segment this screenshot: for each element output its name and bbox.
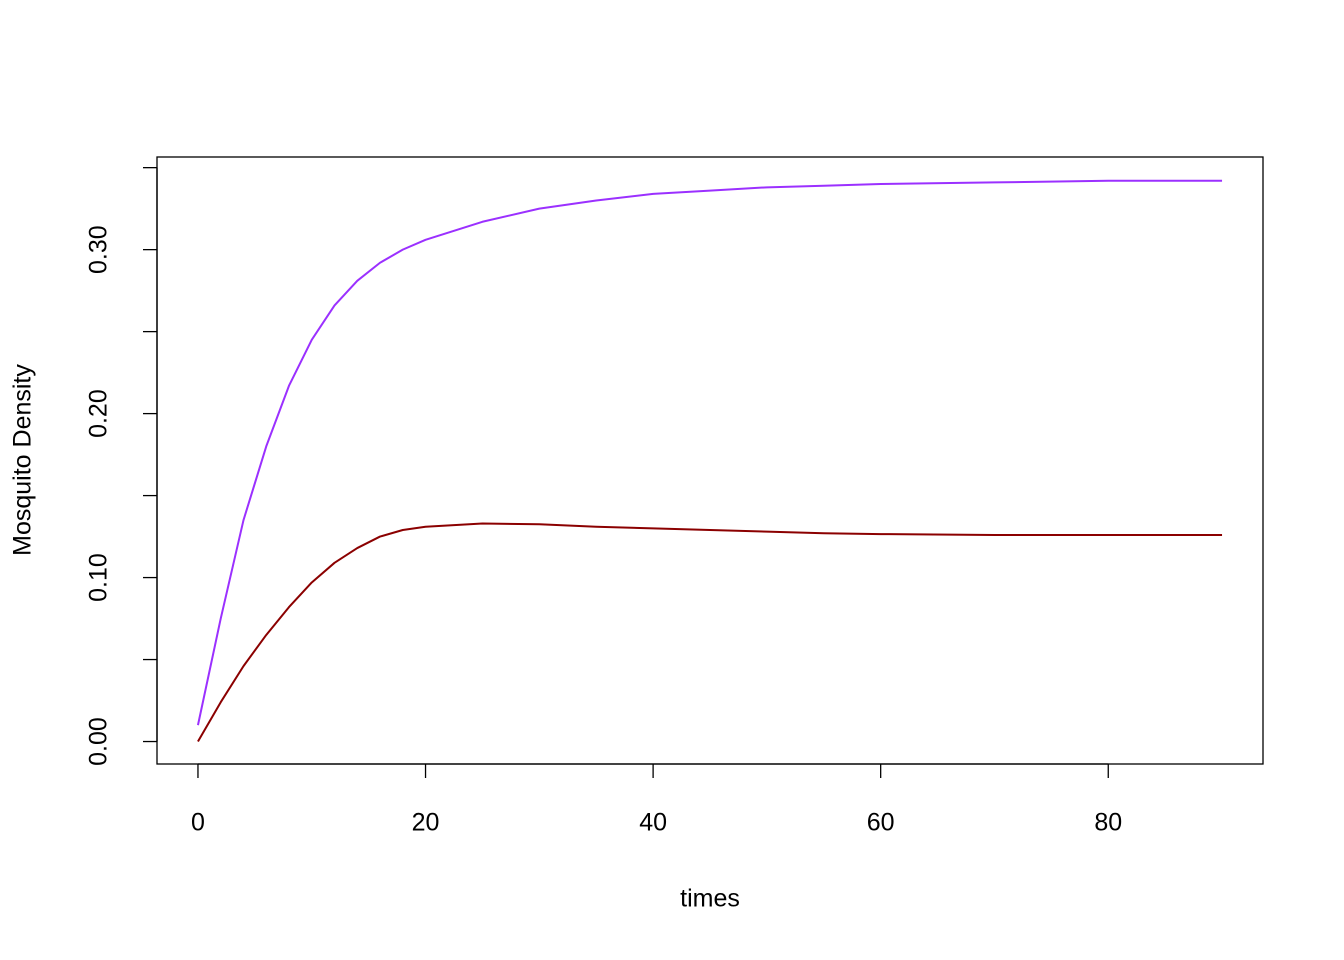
x-axis-label: times xyxy=(680,885,740,913)
data-line xyxy=(197,522,1223,743)
y-tick-label: 0.20 xyxy=(85,389,113,438)
y-tick-label: 0.00 xyxy=(85,717,113,766)
y-tick-label: 0.30 xyxy=(85,225,113,274)
x-tick-label: 60 xyxy=(867,809,895,837)
x-tick-label: 20 xyxy=(412,809,440,837)
x-tick-label: 80 xyxy=(1094,809,1122,837)
plot-frame xyxy=(156,156,1264,765)
x-tick-label: 40 xyxy=(639,809,667,837)
x-tick-label: 0 xyxy=(191,809,205,837)
y-axis-label: Mosquito Density xyxy=(9,364,37,556)
y-tick-label: 0.10 xyxy=(85,553,113,602)
data-line xyxy=(196,179,1223,726)
